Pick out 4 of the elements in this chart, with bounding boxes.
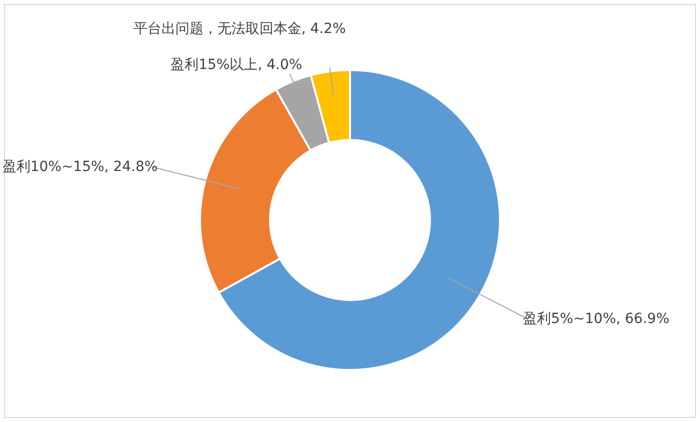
slice-label: 盈利10%~15%, 24.8%	[2, 158, 158, 176]
slice-label: 盈利5%~10%, 66.9%	[522, 310, 670, 328]
slice-label: 平台出问题，无法取回本金, 4.2%	[133, 20, 346, 38]
slice-label: 盈利15%以上, 4.0%	[170, 56, 302, 74]
